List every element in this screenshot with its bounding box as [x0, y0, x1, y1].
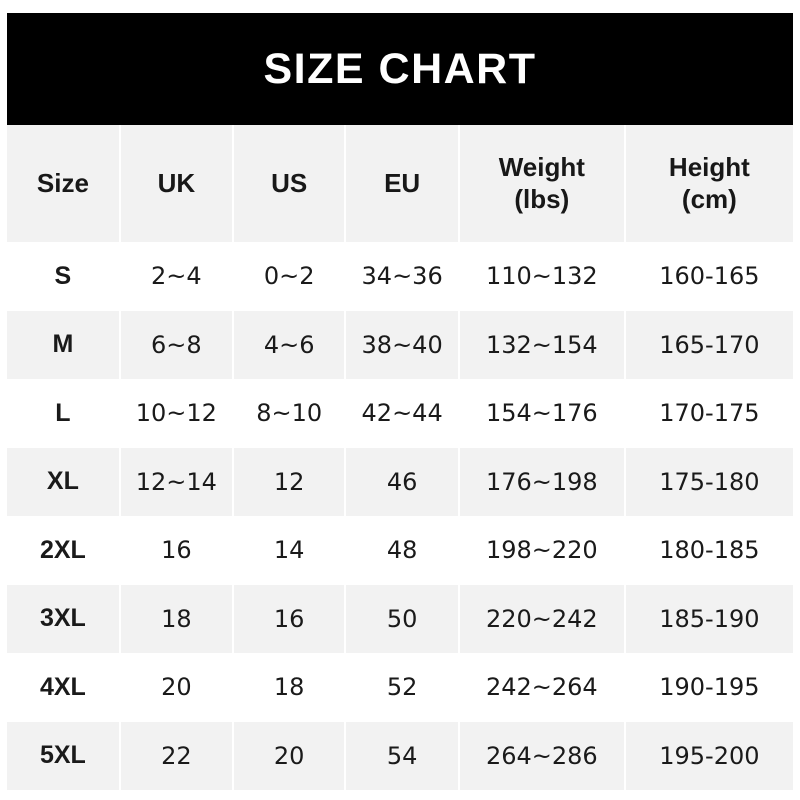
- cell-size: 2XL: [7, 516, 121, 585]
- cell-uk: 6~8: [119, 310, 234, 379]
- column-header-size-label: Size: [36, 167, 89, 198]
- cell-height: 160-165: [624, 242, 793, 311]
- column-header-size: Size: [7, 125, 121, 242]
- cell-size: L: [7, 379, 121, 448]
- table-row: 5XL 22 20 54 264~286 195-200: [7, 721, 793, 790]
- column-header-height-unit: (cm): [681, 183, 737, 214]
- column-header-weight-unit: (lbs): [514, 183, 570, 214]
- column-header-uk-label: UK: [157, 167, 196, 198]
- size-chart-table: Size UK US EU Weight (lbs) Height (cm): [7, 125, 793, 790]
- cell-weight: 242~264: [458, 653, 626, 722]
- table-row: L 10~12 8~10 42~44 154~176 170-175: [7, 379, 793, 448]
- column-header-eu-label: EU: [384, 167, 421, 198]
- cell-us: 0~2: [232, 242, 347, 311]
- cell-us: 18: [232, 653, 347, 722]
- cell-us: 16: [232, 584, 347, 653]
- table-row: 4XL 20 18 52 242~264 190-195: [7, 653, 793, 722]
- cell-eu: 48: [345, 516, 460, 585]
- cell-weight: 264~286: [458, 721, 626, 790]
- column-header-height-label: Height: [668, 151, 750, 182]
- cell-uk: 18: [119, 584, 234, 653]
- cell-eu: 34~36: [345, 242, 460, 311]
- cell-eu: 42~44: [345, 379, 460, 448]
- cell-size: XL: [7, 447, 121, 516]
- cell-eu: 52: [345, 653, 460, 722]
- cell-height: 195-200: [624, 721, 793, 790]
- cell-uk: 22: [119, 721, 234, 790]
- cell-eu: 50: [345, 584, 460, 653]
- cell-weight: 154~176: [458, 379, 626, 448]
- column-header-eu: EU: [345, 125, 460, 242]
- table-header-row: Size UK US EU Weight (lbs) Height (cm): [7, 125, 793, 242]
- cell-size: S: [7, 242, 121, 311]
- cell-size: 5XL: [7, 721, 121, 790]
- cell-us: 14: [232, 516, 347, 585]
- cell-size: 3XL: [7, 584, 121, 653]
- cell-weight: 220~242: [458, 584, 626, 653]
- cell-uk: 12~14: [119, 447, 234, 516]
- cell-us: 8~10: [232, 379, 347, 448]
- column-header-us: US: [232, 125, 347, 242]
- cell-us: 4~6: [232, 310, 347, 379]
- column-header-uk: UK: [119, 125, 234, 242]
- cell-weight: 110~132: [458, 242, 626, 311]
- column-header-weight-label: Weight: [498, 151, 585, 182]
- cell-uk: 16: [119, 516, 234, 585]
- column-header-weight: Weight (lbs): [458, 125, 626, 242]
- cell-height: 185-190: [624, 584, 793, 653]
- table-body: S 2~4 0~2 34~36 110~132 160-165 M 6~8 4~…: [7, 242, 793, 790]
- cell-size: 4XL: [7, 653, 121, 722]
- cell-uk: 20: [119, 653, 234, 722]
- cell-size: M: [7, 310, 121, 379]
- cell-uk: 10~12: [119, 379, 234, 448]
- cell-eu: 38~40: [345, 310, 460, 379]
- column-header-us-label: US: [271, 167, 308, 198]
- cell-height: 190-195: [624, 653, 793, 722]
- cell-height: 180-185: [624, 516, 793, 585]
- cell-weight: 198~220: [458, 516, 626, 585]
- cell-eu: 54: [345, 721, 460, 790]
- cell-height: 165-170: [624, 310, 793, 379]
- cell-us: 20: [232, 721, 347, 790]
- cell-height: 170-175: [624, 379, 793, 448]
- cell-eu: 46: [345, 447, 460, 516]
- page-title: SIZE CHART: [263, 44, 537, 93]
- cell-uk: 2~4: [119, 242, 234, 311]
- table-row: XL 12~14 12 46 176~198 175-180: [7, 447, 793, 516]
- column-header-height: Height (cm): [624, 125, 793, 242]
- cell-height: 175-180: [624, 447, 793, 516]
- table-header: Size UK US EU Weight (lbs) Height (cm): [7, 125, 793, 242]
- table-row: M 6~8 4~6 38~40 132~154 165-170: [7, 310, 793, 379]
- table-row: S 2~4 0~2 34~36 110~132 160-165: [7, 242, 793, 311]
- cell-weight: 176~198: [458, 447, 626, 516]
- table-row: 3XL 18 16 50 220~242 185-190: [7, 584, 793, 653]
- cell-weight: 132~154: [458, 310, 626, 379]
- cell-us: 12: [232, 447, 347, 516]
- title-banner: SIZE CHART: [7, 13, 793, 125]
- table-row: 2XL 16 14 48 198~220 180-185: [7, 516, 793, 585]
